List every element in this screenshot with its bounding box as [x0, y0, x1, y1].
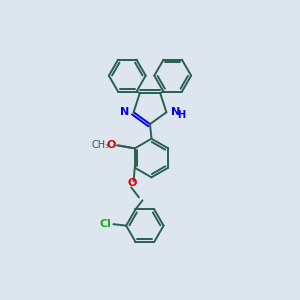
- Text: O: O: [127, 178, 136, 188]
- Text: N: N: [171, 107, 180, 117]
- Text: CH₃: CH₃: [92, 140, 110, 150]
- Text: H: H: [177, 110, 185, 120]
- Text: O: O: [107, 140, 116, 150]
- Text: Cl: Cl: [99, 219, 111, 229]
- Text: N: N: [120, 107, 129, 117]
